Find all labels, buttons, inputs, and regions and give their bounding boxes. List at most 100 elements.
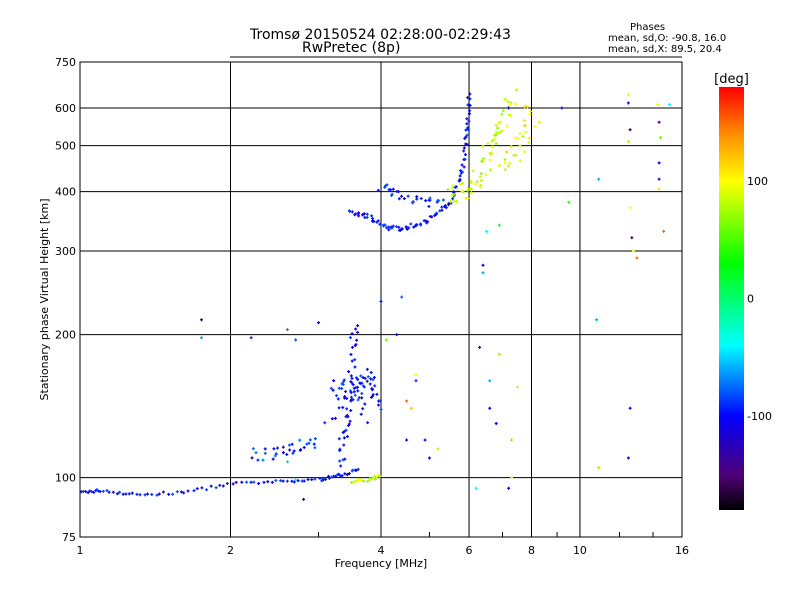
e-spread-point <box>373 384 377 388</box>
e-trace-point <box>200 486 204 490</box>
es-cusp-point <box>342 436 346 440</box>
es-cusp-point <box>350 359 354 363</box>
scatter-point <box>630 236 634 240</box>
f-trace-o-point <box>463 153 467 157</box>
f-trace-x-point <box>475 180 479 184</box>
es-cusp-point <box>344 390 348 394</box>
f-trace-o-point <box>382 223 386 227</box>
e-mid-spread-point <box>250 456 254 460</box>
scatter-point <box>285 460 289 464</box>
f-trace-x2-point <box>524 130 528 134</box>
f-trace-x-point <box>474 182 478 186</box>
e-yellow-point <box>378 474 382 478</box>
f-trace-o-point <box>458 174 462 178</box>
e-trace-point <box>266 480 270 484</box>
scatter-point <box>488 379 492 383</box>
e-spread-point <box>363 402 367 406</box>
e-trace-point <box>245 480 249 484</box>
scatter-point <box>657 177 661 181</box>
scatter-point <box>597 466 601 470</box>
e-spread-point <box>334 394 338 398</box>
f-trace-o-point <box>419 222 423 226</box>
e-trace-point <box>175 490 179 494</box>
scatter-point <box>626 140 630 144</box>
e-mid-spread-point <box>263 451 267 455</box>
e-trace-point <box>105 488 109 492</box>
scatter-point <box>285 328 289 332</box>
f-trace-o-upper-point <box>385 183 389 187</box>
e-spread-point <box>349 395 353 399</box>
e-trace-point <box>86 491 90 495</box>
f-trace-o-point <box>407 226 411 230</box>
f-trace-x-point <box>450 194 454 198</box>
es-cusp-point <box>339 464 343 468</box>
e-yellow-point <box>354 479 358 483</box>
f-trace-o-point <box>365 212 369 216</box>
e-trace-point <box>195 487 199 491</box>
f-trace-x-point <box>496 131 500 135</box>
f-trace-x-point <box>446 187 450 191</box>
f-trace-x-point <box>452 192 456 196</box>
e-spread-point <box>369 377 373 381</box>
f-trace-o-upper-point <box>391 187 395 191</box>
es-cusp-point <box>348 336 352 340</box>
es-cusp-point <box>342 443 346 447</box>
es-cusp-point <box>341 458 345 462</box>
e-trace-point <box>214 486 218 490</box>
scatter-point <box>427 456 431 460</box>
scatter-point <box>628 128 632 132</box>
f-trace-x-point <box>488 158 492 162</box>
f-trace-o-point <box>461 170 465 174</box>
chart-title: Tromsø 20150524 02:28:00-02:29:43 <box>250 27 511 43</box>
es-cusp-point <box>349 353 353 357</box>
e-trace-point <box>231 482 235 486</box>
e-trace-point <box>279 479 283 483</box>
e-trace-point <box>337 472 341 476</box>
e-trace-point <box>270 480 274 484</box>
e-spread-point <box>365 379 369 383</box>
e-spread-point <box>359 412 363 416</box>
e-mid-spread-point <box>261 458 265 462</box>
scatter-point <box>626 456 630 460</box>
e-spread-point <box>366 421 370 425</box>
scatter-point <box>436 447 440 451</box>
colorbar-tick-label: 0 <box>747 293 754 306</box>
x-tick-label: 16 <box>675 544 689 557</box>
f-trace-o-point <box>460 163 464 167</box>
f-trace-x2-point <box>508 161 512 165</box>
x-tick-label: 2 <box>227 544 234 557</box>
f-trace-o-point <box>444 206 448 210</box>
f-trace-x-point <box>469 191 473 195</box>
e-spread-point <box>356 398 360 402</box>
f-trace-x-point <box>479 172 483 176</box>
f-trace-o-point <box>424 219 428 223</box>
f-trace-x-point <box>455 200 459 204</box>
scatter-point <box>628 206 632 210</box>
e-mid-spread-point <box>276 446 280 450</box>
scatter-point <box>200 318 204 322</box>
f-trace-o-point <box>372 219 376 223</box>
f-trace-o-point <box>462 149 466 153</box>
e-trace-point <box>161 490 165 494</box>
e-mid-spread-point <box>308 438 312 442</box>
f-trace-x2-point <box>522 119 526 123</box>
y-tick-label: 100 <box>55 472 76 485</box>
e-trace-point <box>157 492 161 496</box>
scatter-point <box>626 93 630 97</box>
e-spread-point <box>365 367 369 371</box>
e-mid-spread-point <box>287 443 291 447</box>
f-trace-o-upper-point <box>411 201 415 205</box>
y-tick-label: 600 <box>55 102 76 115</box>
f-trace-o-point <box>400 227 404 231</box>
e-trace-point <box>240 480 244 484</box>
e-trace-point <box>234 480 238 484</box>
e-trace-point <box>274 478 278 482</box>
e-mid-spread-point <box>302 446 306 450</box>
f-trace-x-point <box>471 169 475 173</box>
scatter-point <box>657 120 661 124</box>
scatter-point <box>294 338 298 342</box>
f-trace-o-upper-point <box>390 192 394 196</box>
chart-subtitle: RwPretec (8p) <box>302 40 401 56</box>
e-yellow-point <box>375 475 379 479</box>
